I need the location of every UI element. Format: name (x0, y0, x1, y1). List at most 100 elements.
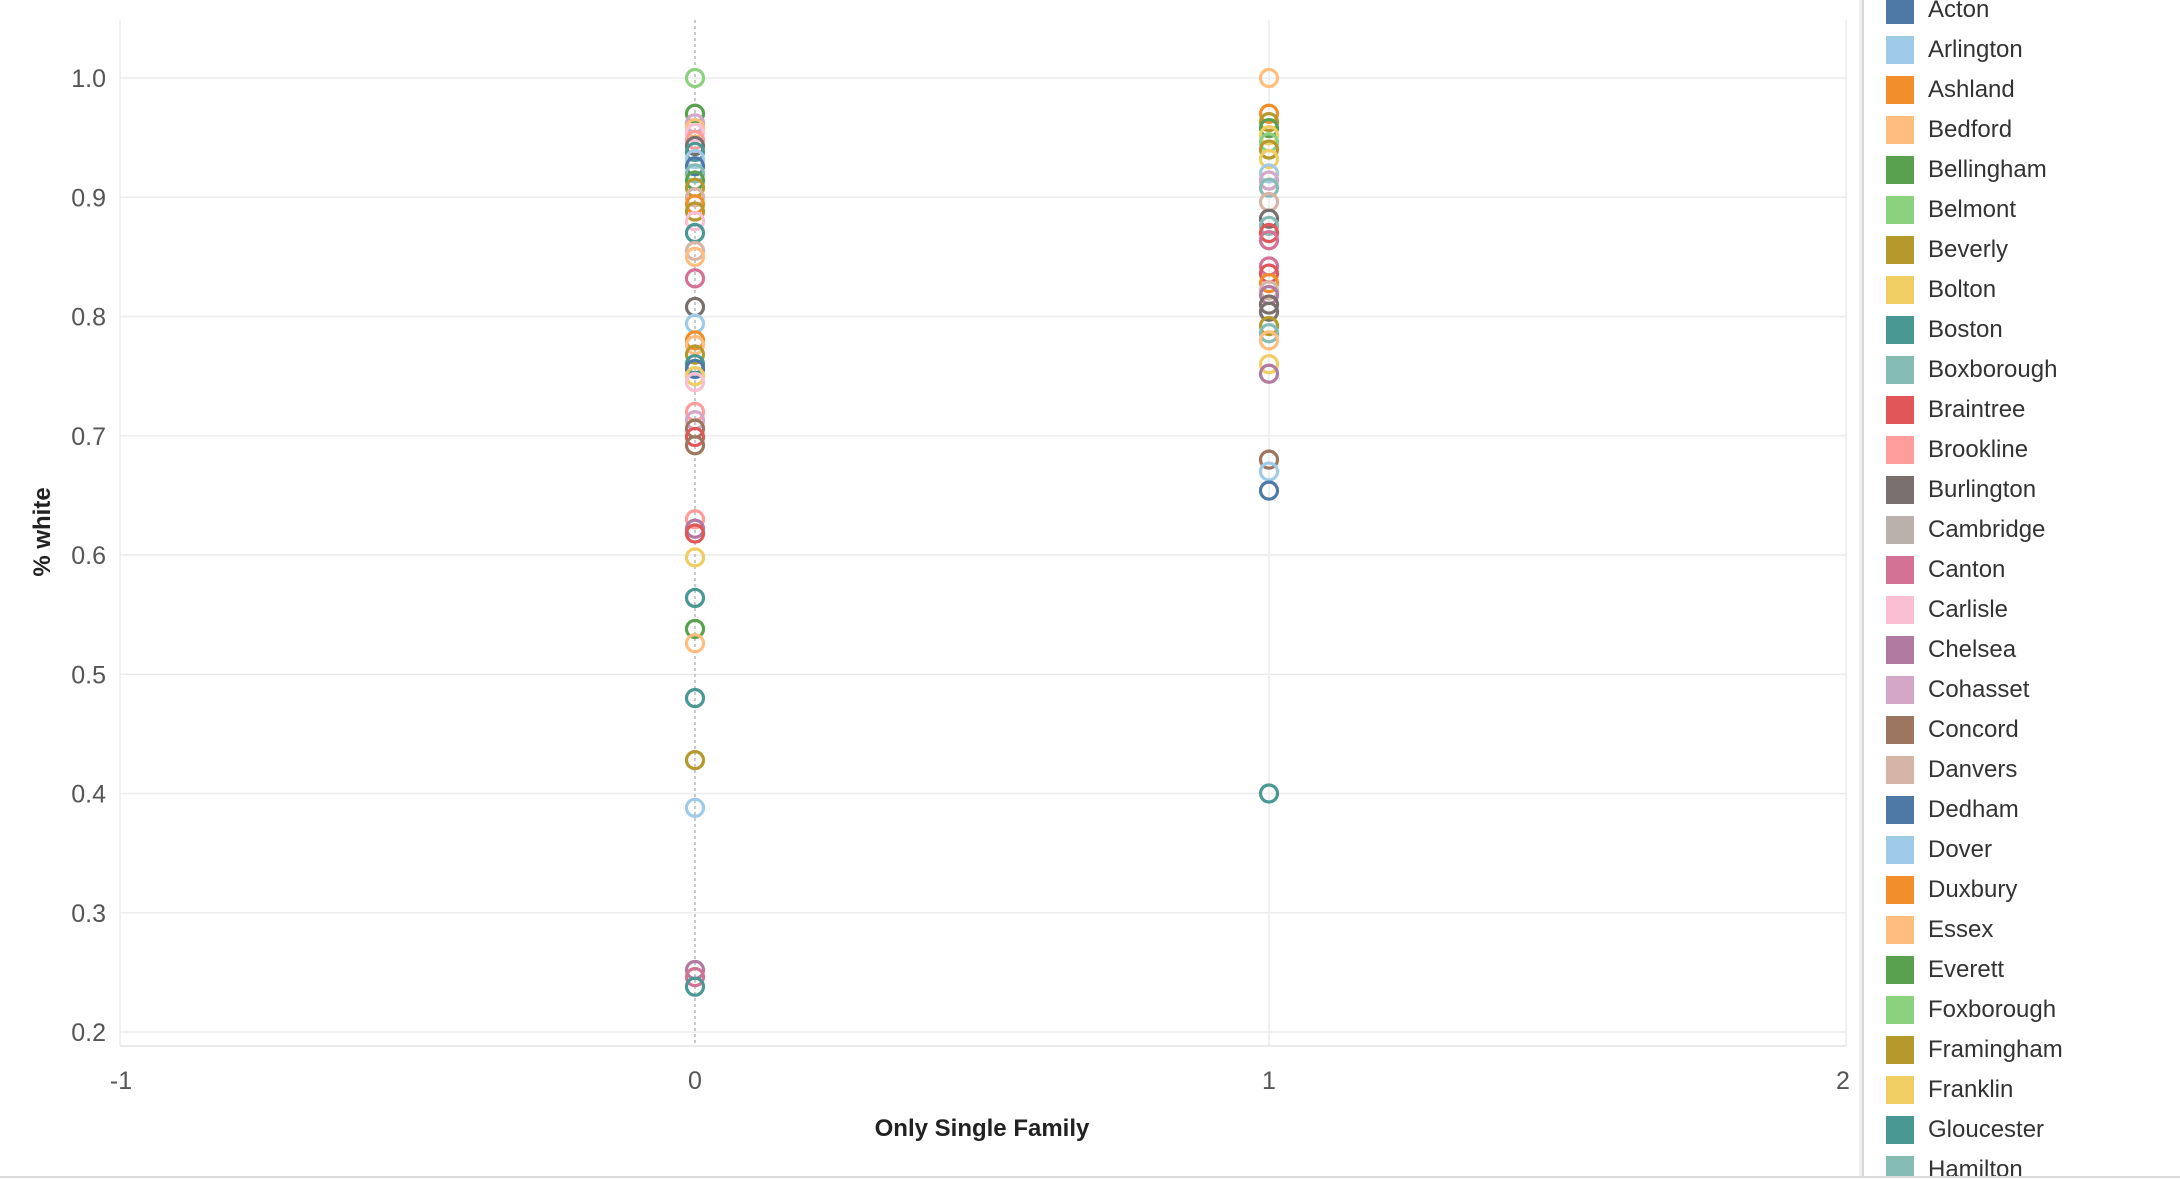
scatter-chart: -1 0 1 2 1.0 0.9 0.8 0.7 0.6 0.5 0.4 0.3 0.2 Only S… (29, 20, 1850, 1142)
legend-item[interactable]: Acton (1886, 0, 1989, 30)
legend-item[interactable]: Boxborough (1886, 350, 2057, 390)
legend-label: Boxborough (1928, 356, 2058, 383)
data-point (684, 148, 706, 170)
legend-label: Danvers (1928, 756, 2018, 783)
legend-item[interactable]: Braintree (1886, 390, 2025, 430)
legend-item[interactable]: Dedham (1886, 790, 2019, 830)
data-point (1258, 163, 1280, 184)
data-point (1258, 117, 1280, 139)
y-tick-label: 0.4 (71, 781, 106, 809)
legend-label: Burlington (1928, 476, 2037, 503)
data-points (684, 67, 1280, 997)
x-axis-ticks: -1 0 1 2 (110, 1067, 1850, 1095)
data-point (684, 129, 706, 151)
legend-swatch (1886, 596, 1914, 624)
data-point (684, 435, 706, 456)
legend-item[interactable]: Beverly (1886, 230, 2008, 270)
legend-label: Hamilton (1928, 1156, 2023, 1178)
legend-item[interactable]: Ashland (1886, 70, 2015, 110)
y-tick-label: 0.2 (71, 1019, 106, 1047)
legend-item[interactable]: Concord (1886, 710, 2019, 750)
data-point (1258, 315, 1280, 337)
legend-label: Bellingham (1928, 156, 2047, 183)
legend-item[interactable]: Bellingham (1886, 150, 2047, 190)
legend-item[interactable]: Duxbury (1886, 870, 2017, 910)
legend-swatch (1886, 316, 1914, 344)
legend-label: Belmont (1928, 196, 2017, 223)
legend-swatch (1886, 956, 1914, 984)
legend-item[interactable]: Brookline (1886, 430, 2028, 470)
legend-label: Everett (1928, 956, 2005, 983)
data-point (1258, 222, 1280, 244)
data-point (684, 335, 706, 356)
data-point (684, 547, 706, 568)
data-point (684, 296, 706, 318)
legend-item[interactable]: Carlisle (1886, 590, 2008, 630)
data-point (684, 797, 706, 818)
legend-item[interactable]: Burlington (1886, 470, 2036, 510)
data-point (684, 141, 706, 163)
data-point (1258, 67, 1280, 89)
data-point (684, 366, 706, 387)
data-point (1258, 208, 1280, 229)
data-point (684, 358, 706, 380)
legend-item[interactable]: Hamilton (1886, 1150, 2023, 1178)
legend-item[interactable]: Everett (1886, 950, 2004, 990)
legend-label: Cambridge (1928, 516, 2046, 543)
legend-label: Franklin (1928, 1076, 2014, 1103)
data-point (1258, 354, 1280, 375)
legend-swatch (1886, 556, 1914, 584)
legend-swatch (1886, 676, 1914, 704)
legend-item[interactable]: Canton (1886, 550, 2005, 590)
legend-swatch (1886, 516, 1914, 544)
y-tick-label: 0.9 (71, 184, 106, 212)
data-point (684, 122, 706, 143)
data-point (684, 240, 706, 262)
legend-swatch (1886, 36, 1914, 64)
legend-swatch (1886, 876, 1914, 904)
legend-item[interactable]: Gloucester (1886, 1110, 2044, 1150)
data-point (684, 976, 706, 997)
legend-swatch (1886, 916, 1914, 944)
legend-swatch (1886, 796, 1914, 824)
x-tick-label: 2 (1836, 1067, 1850, 1095)
legend-item[interactable]: Bolton (1886, 270, 1996, 310)
data-point (1258, 301, 1280, 322)
legend-swatch (1886, 1076, 1914, 1104)
legend-item[interactable]: Franklin (1886, 1070, 2013, 1110)
legend-item[interactable]: Cambridge (1886, 510, 2045, 550)
legend-item[interactable]: Arlington (1886, 30, 2023, 70)
data-point (684, 633, 706, 654)
legend-item[interactable]: Essex (1886, 910, 1993, 950)
legend-item[interactable]: Bedford (1886, 110, 2012, 150)
legend-item[interactable]: Foxborough (1886, 990, 2056, 1030)
data-point (684, 246, 706, 267)
legend-item[interactable]: Danvers (1886, 750, 2017, 790)
data-point (684, 587, 706, 609)
legend-swatch (1886, 996, 1914, 1024)
legend-item[interactable]: Chelsea (1886, 630, 2016, 670)
y-tick-label: 0.5 (71, 661, 106, 689)
legend-label: Dedham (1928, 796, 2019, 823)
legend-item[interactable]: Belmont (1886, 190, 2016, 230)
legend-swatch (1886, 76, 1914, 104)
legend-swatch (1886, 396, 1914, 424)
y-axis-ticks: 1.0 0.9 0.8 0.7 0.6 0.5 0.4 0.3 0.2 (71, 65, 106, 1047)
legend-item[interactable]: Boston (1886, 310, 2003, 350)
legend-swatch (1886, 276, 1914, 304)
legend-swatch (1886, 476, 1914, 504)
data-point (1258, 177, 1280, 198)
legend-label: Canton (1928, 556, 2006, 583)
legend-swatch (1886, 836, 1914, 864)
x-tick-label: 0 (688, 1067, 702, 1095)
color-legend[interactable]: Acton Arlington Ashland Bedford Bellingham Be… (1862, 0, 2180, 1178)
legend-label: Concord (1928, 716, 2019, 743)
legend-item[interactable]: Dover (1886, 830, 1992, 870)
data-point (684, 201, 706, 222)
legend-label: Arlington (1928, 36, 2023, 63)
legend-label: Bolton (1928, 276, 1997, 303)
data-point (684, 135, 706, 157)
legend-item[interactable]: Cohasset (1886, 670, 2029, 710)
legend-label: Carlisle (1928, 596, 2009, 623)
legend-item[interactable]: Framingham (1886, 1030, 2063, 1070)
